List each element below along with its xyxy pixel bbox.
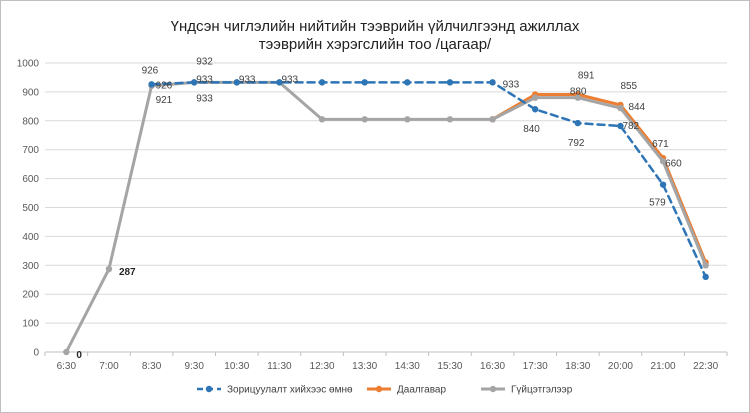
data-label: 579 bbox=[649, 198, 666, 209]
legend-marker bbox=[489, 385, 497, 393]
data-point bbox=[148, 81, 155, 88]
data-label: 671 bbox=[652, 139, 669, 150]
y-tick-label: 200 bbox=[22, 290, 39, 301]
x-tick-label: 8:30 bbox=[142, 361, 162, 372]
data-point bbox=[531, 106, 539, 113]
data-point bbox=[446, 79, 454, 86]
data-label: 891 bbox=[578, 71, 595, 82]
data-point bbox=[318, 79, 326, 86]
data-point bbox=[659, 181, 667, 188]
data-label: 926 bbox=[142, 65, 159, 76]
data-point bbox=[531, 94, 539, 101]
data-point bbox=[702, 262, 709, 269]
data-point bbox=[574, 94, 582, 101]
y-tick-label: 500 bbox=[22, 203, 39, 214]
data-label: 844 bbox=[628, 102, 645, 113]
data-label: 660 bbox=[665, 158, 682, 169]
y-tick-label: 0 bbox=[33, 348, 39, 359]
legend-item: Гүйцэтгэлээр bbox=[481, 385, 573, 396]
data-point bbox=[404, 79, 411, 86]
data-point bbox=[617, 122, 624, 130]
y-tick-label: 400 bbox=[22, 232, 39, 243]
data-label: 792 bbox=[568, 138, 585, 149]
legend-marker bbox=[205, 385, 213, 393]
legend: Зорицуулалт хийхээс өмнө Даалгавар Гүйцэтг… bbox=[197, 385, 573, 396]
y-tick-label: 1000 bbox=[17, 59, 40, 70]
data-point bbox=[63, 348, 70, 356]
data-label: 933 bbox=[281, 74, 298, 85]
x-tick-label: 17:30 bbox=[523, 361, 548, 372]
x-tick-label: 13:30 bbox=[352, 361, 377, 372]
data-point bbox=[190, 79, 198, 86]
legend-item: Даалгавар bbox=[367, 385, 446, 396]
data-point bbox=[489, 79, 496, 86]
data-point bbox=[233, 79, 241, 86]
x-tick-label: 18:30 bbox=[565, 361, 590, 372]
data-label: 840 bbox=[523, 124, 540, 135]
data-label: 287 bbox=[119, 267, 136, 278]
y-tick-label: 800 bbox=[22, 116, 39, 127]
y-tick-label: 600 bbox=[22, 174, 39, 185]
data-label: 880 bbox=[570, 87, 587, 98]
chart-title: Үндсэн чиглэлийн нийтийн тээврийн үйлчил… bbox=[171, 18, 580, 53]
data-point bbox=[361, 116, 368, 123]
x-tick-label: 16:30 bbox=[480, 361, 505, 372]
x-tick-label: 10:30 bbox=[224, 361, 249, 372]
data-point bbox=[659, 158, 667, 165]
data-labels: 0 287 926 926 921 932 933 933 933 933 933 840 891 880… bbox=[76, 57, 682, 361]
y-tick-label: 700 bbox=[22, 145, 39, 156]
data-point bbox=[105, 265, 113, 273]
data-label: 782 bbox=[622, 121, 639, 132]
y-tick-label: 900 bbox=[22, 87, 39, 98]
x-tick-label: 20:00 bbox=[608, 361, 633, 372]
x-tick-label: 9:30 bbox=[184, 361, 204, 372]
legend-label: Гүйцэтгэлээр bbox=[511, 385, 573, 396]
legend-label: Даалгавар bbox=[397, 385, 446, 396]
data-point bbox=[446, 116, 454, 123]
data-point bbox=[702, 273, 709, 281]
legend-item: Зорицуулалт хийхээс өмнө bbox=[197, 385, 353, 396]
y-tick-label: 100 bbox=[22, 319, 39, 330]
data-point bbox=[404, 116, 411, 123]
legend-marker bbox=[375, 385, 383, 393]
series-lines bbox=[63, 79, 709, 356]
data-point bbox=[489, 116, 496, 123]
data-label: 0 bbox=[76, 350, 82, 361]
y-tick-label: 300 bbox=[22, 261, 39, 272]
data-label: 926 bbox=[156, 80, 173, 91]
data-point bbox=[276, 79, 283, 86]
data-label: 933 bbox=[503, 79, 520, 90]
series-line bbox=[150, 81, 707, 279]
data-label: 933 bbox=[239, 74, 256, 85]
data-point bbox=[617, 104, 624, 112]
x-tick-label: 14:30 bbox=[395, 361, 420, 372]
chart-title-line: тээврийн хэрэгслийн тоо /цагаар/ bbox=[259, 36, 492, 53]
data-point bbox=[574, 119, 582, 127]
series-line bbox=[64, 80, 708, 354]
x-tick-label: 12:30 bbox=[310, 361, 335, 372]
chart-title-line: Үндсэн чиглэлийн нийтийн тээврийн үйлчил… bbox=[171, 18, 580, 35]
data-label: 932 bbox=[196, 57, 213, 68]
x-tick-label: 22:30 bbox=[693, 361, 718, 372]
x-tick-label: 11:30 bbox=[267, 361, 292, 372]
x-tick-label: 21:00 bbox=[651, 361, 676, 372]
y-axis: 0 100 200 300 400 500 600 700 800 900 1000 bbox=[17, 59, 40, 359]
x-tick-label: 7:00 bbox=[99, 361, 119, 372]
data-label: 921 bbox=[156, 95, 173, 106]
data-point bbox=[361, 79, 368, 86]
x-tick-label: 6:30 bbox=[57, 361, 77, 372]
legend-label: Зорицуулалт хийхээс өмнө bbox=[227, 385, 353, 396]
data-label: 855 bbox=[620, 81, 637, 92]
x-tick-label: 15:30 bbox=[437, 361, 462, 372]
x-axis: 6:30 7:00 8:30 9:30 10:30 11:30 12:30 13:30 14:3… bbox=[44, 352, 728, 372]
data-label: 933 bbox=[196, 74, 213, 85]
data-point bbox=[318, 116, 326, 123]
data-label: 933 bbox=[196, 93, 213, 104]
